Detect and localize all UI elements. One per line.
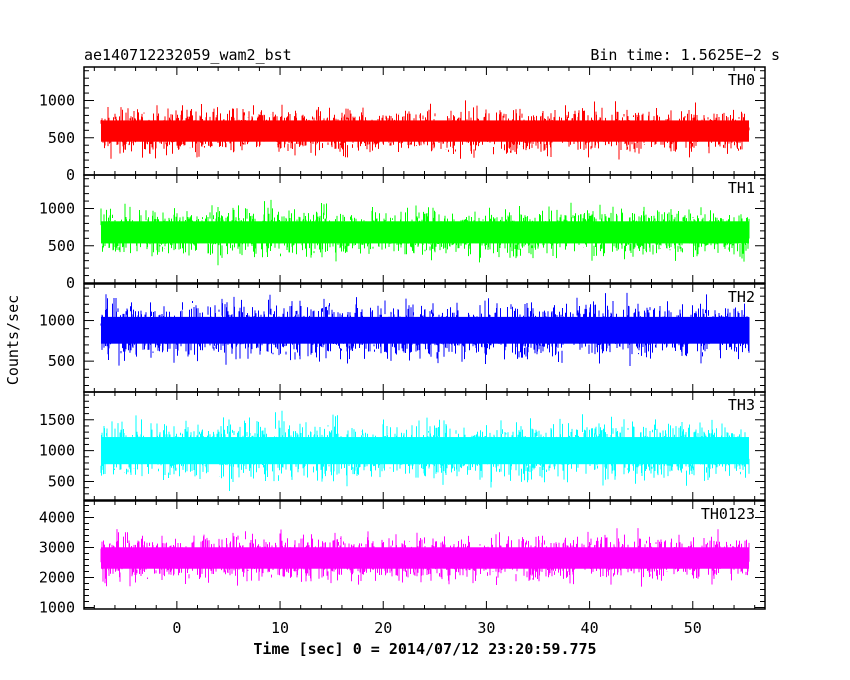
panel-label: TH3 [728,396,755,414]
panel-label: TH2 [728,288,755,306]
panels-group: 05001000TH005001000TH15001000TH250010001… [39,66,766,637]
y-tick-label: 500 [48,129,75,147]
series-line-th2 [100,292,750,366]
y-tick-label: 500 [48,352,75,370]
y-tick-label: 1000 [39,442,75,460]
y-axis-label: Counts/sec [4,295,22,385]
x-tick-label: 20 [374,619,392,637]
y-tick-label: 3000 [39,539,75,557]
y-tick-label: 4000 [39,509,75,527]
panel-th0123: 1000 2000 3000 4000 TH0123 [39,500,766,617]
y-tick-label: 1000 [39,92,75,110]
y-tick-label: 2000 [39,569,75,587]
panel-label: TH0123 [701,505,755,523]
x-tick-label: 40 [581,619,599,637]
y-tick-label: 500 [48,237,75,255]
y-tick-label: 1000 [39,200,75,218]
panel-th0: 0 500 1000 TH0 [39,66,766,184]
series-line-th1 [100,199,750,266]
panel-th2: 500 1000 TH2 [39,283,766,393]
series-line-th0 [100,100,750,160]
y-tick-label: 1500 [39,411,75,429]
x-axis-label: Time [sec] 0 = 2014/07/12 23:20:59.775 [253,640,596,658]
x-tick-label: 10 [271,619,289,637]
header-left-label: ae140712232059_wam2_bst [84,46,292,64]
panel-th3: 500 1000 1500 TH3 [39,391,766,501]
panel-label: TH0 [728,71,755,89]
series-line-th3 [100,410,750,491]
panel-label: TH1 [728,179,755,197]
x-tick-label: 50 [684,619,702,637]
y-tick-label: 1000 [39,312,75,330]
x-tick-label: 30 [477,619,495,637]
y-tick-label: 1000 [39,599,75,617]
y-tick-label: 500 [48,472,75,490]
panel-th1: 0 500 1000 TH1 [39,174,766,292]
header-right-label: Bin time: 1.5625E−2 s [590,46,780,64]
y-tick-label: 0 [66,274,75,292]
x-tick-label: 0 [172,619,181,637]
series-line-th0123 [100,528,750,587]
y-tick-label: 0 [66,166,75,184]
